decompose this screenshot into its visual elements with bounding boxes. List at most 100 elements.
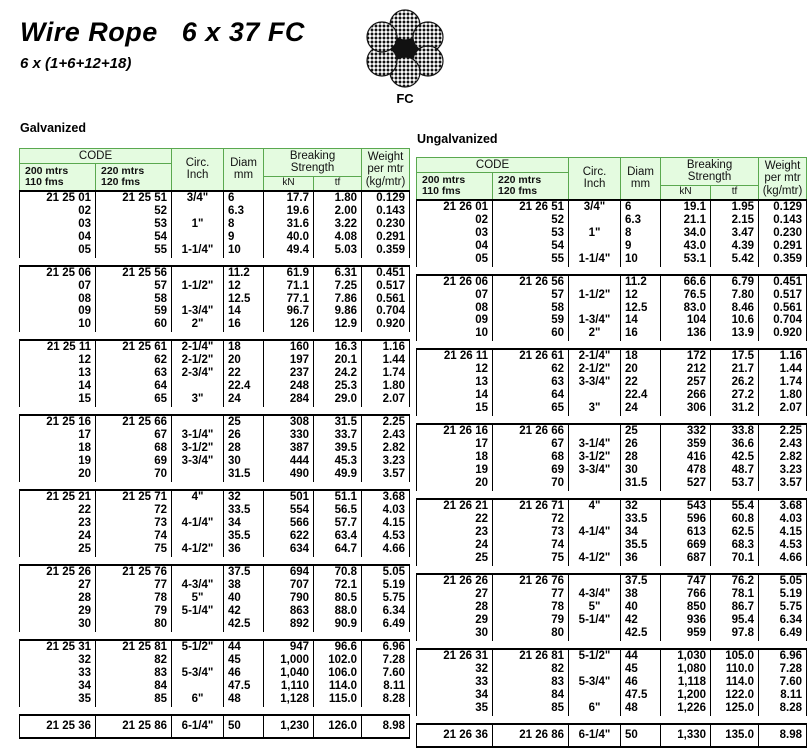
cell-circumference-inch: 3-1/2" [568,451,622,465]
cell-diameter-mm: 26 [620,438,662,452]
header-unit-kn: kN [660,184,712,201]
ungalvanized-table-body: 21 26 01 21 26 51 3/4" 6 19.1 1.95 0.129 02 52 6… [416,198,808,748]
cell-code-220mtrs: 59 [94,305,173,319]
cell-breaking-strength-tf: 9.86 [313,305,363,319]
table-row: 21 25 31 21 25 81 5-1/2" 44 947 96.6 6.96 [19,639,411,655]
cell-code-200mtrs: 35 [416,702,493,717]
cell-circumference-inch: 3" [568,402,622,417]
cell-code-200mtrs: 18 [19,442,96,456]
cell-circumference-inch: 4-1/2" [171,543,225,558]
table-row: 10 60 2" 16 136 13.9 0.920 [416,327,808,342]
cell-code-220mtrs: 79 [94,605,173,619]
cell-circumference-inch [171,530,225,544]
cell-circumference-inch: 1-1/2" [171,279,225,293]
cell-diameter-mm: 22.4 [620,389,662,403]
cell-breaking-strength-tf: 126.0 [313,714,363,740]
table-row: 22 72 33.5 596 60.8 4.03 [416,513,808,527]
table-row: 21 26 31 21 26 81 5-1/2" 44 1,030 105.0 6.96 [416,648,808,664]
table-row: 21 26 16 21 26 66 25 332 33.8 2.25 [416,423,808,439]
table-row: 20 70 31.5 527 53.7 3.57 [416,477,808,492]
cell-weight-per-mtr: 4.66 [758,552,808,567]
cell-code-220mtrs: 57 [94,279,173,293]
cell-code-220mtrs: 67 [94,429,173,443]
cell-breaking-strength-kn: 478 [660,464,712,478]
cell-code-220mtrs: 21 25 61 [94,339,173,355]
cell-code-200mtrs: 10 [416,327,493,342]
cell-code-200mtrs: 20 [416,477,493,492]
cell-code-220mtrs: 77 [94,579,173,593]
cell-weight-per-mtr: 1.16 [758,348,808,364]
cell-breaking-strength-tf: 60.8 [710,513,760,527]
table-row: 19 69 3-3/4" 30 444 45.3 3.23 [19,455,411,469]
cell-breaking-strength-tf: 76.2 [710,573,760,589]
cell-breaking-strength-tf: 20.1 [313,354,363,368]
cell-breaking-strength-tf: 27.2 [710,389,760,403]
cell-breaking-strength-kn: 197 [263,354,315,368]
cell-circumference-inch: 2-1/2" [171,354,225,368]
cell-breaking-strength-kn: 687 [660,552,712,567]
cell-weight-per-mtr: 7.28 [361,654,411,668]
cell-weight-per-mtr: 3.68 [758,498,808,514]
cell-weight-per-mtr: 3.23 [361,455,411,469]
cell-breaking-strength-tf: 33.8 [710,423,760,439]
cell-breaking-strength-tf: 114.0 [313,680,363,694]
cell-diameter-mm: 46 [223,667,265,681]
cell-code-220mtrs: 21 25 81 [94,639,173,655]
cell-code-220mtrs: 74 [94,530,173,544]
cell-breaking-strength-tf: 114.0 [710,676,760,690]
cell-weight-per-mtr: 1.74 [361,367,411,381]
cell-code-220mtrs: 77 [491,588,570,602]
table-row: 04 54 9 43.0 4.39 0.291 [416,239,808,253]
cell-circumference-inch [171,204,225,218]
cell-diameter-mm: 16 [223,318,265,333]
cell-code-220mtrs: 65 [94,393,173,408]
cell-breaking-strength-tf: 2.00 [313,204,363,218]
cell-circumference-inch [568,663,622,677]
header-code-group: CODE [415,156,570,174]
cell-circumference-inch: 5-3/4" [171,667,225,681]
cell-diameter-mm: 48 [620,702,662,717]
cell-code-200mtrs: 22 [19,504,96,518]
table-row: 27 77 4-3/4" 38 766 78.1 5.19 [416,588,808,602]
cell-circumference-inch: 1" [568,226,622,240]
cell-code-220mtrs: 21 25 76 [94,564,173,580]
cell-breaking-strength-kn: 284 [263,393,315,408]
cell-breaking-strength-kn: 554 [263,504,315,518]
cell-weight-per-mtr: 6.49 [758,627,808,642]
table-row: 07 57 1-1/2" 12 76.5 7.80 0.517 [416,288,808,302]
cell-diameter-mm: 16 [620,327,662,342]
cell-weight-per-mtr: 8.98 [758,723,808,748]
cell-breaking-strength-kn: 53.1 [660,252,712,267]
cell-breaking-strength-kn: 43.0 [660,239,712,253]
table-row: 35 85 6" 48 1,128 115.0 8.28 [19,693,411,708]
cell-circumference-inch [568,273,622,289]
cell-weight-per-mtr: 4.03 [758,513,808,527]
table-row: 30 80 42.5 892 90.9 6.49 [19,618,411,633]
cell-circumference-inch: 3-3/4" [568,464,622,478]
table-row: 18 68 3-1/2" 28 416 42.5 2.82 [416,451,808,465]
cell-breaking-strength-tf: 97.8 [710,627,760,642]
cell-breaking-strength-tf: 70.8 [313,564,363,580]
cell-code-220mtrs: 21 25 86 [94,714,173,740]
table-row: 33 83 5-3/4" 46 1,118 114.0 7.60 [416,676,808,690]
table-row: 35 85 6" 48 1,226 125.0 8.28 [416,702,808,717]
table-row: 19 69 3-3/4" 30 478 48.7 3.23 [416,464,808,478]
cell-diameter-mm: 40 [620,601,662,615]
cell-circumference-inch [171,468,225,483]
table-row: 29 79 5-1/4" 42 863 88.0 6.34 [19,605,411,619]
cell-code-220mtrs: 83 [94,667,173,681]
block-separator [417,641,807,649]
cell-breaking-strength-tf: 7.80 [710,288,760,302]
cell-circumference-inch [568,573,622,589]
cell-weight-per-mtr: 3.68 [361,489,411,505]
cell-diameter-mm: 30 [223,455,265,469]
cell-breaking-strength-kn: 266 [660,389,712,403]
cell-breaking-strength-tf: 3.22 [313,217,363,231]
block-separator [20,482,410,490]
cell-breaking-strength-kn: 49.4 [263,243,315,258]
cell-code-200mtrs: 21 25 21 [19,489,96,505]
cell-diameter-mm: 28 [223,442,265,456]
cell-code-200mtrs: 24 [19,530,96,544]
cell-diameter-mm: 37.5 [223,564,265,580]
cell-code-220mtrs: 54 [94,230,173,244]
